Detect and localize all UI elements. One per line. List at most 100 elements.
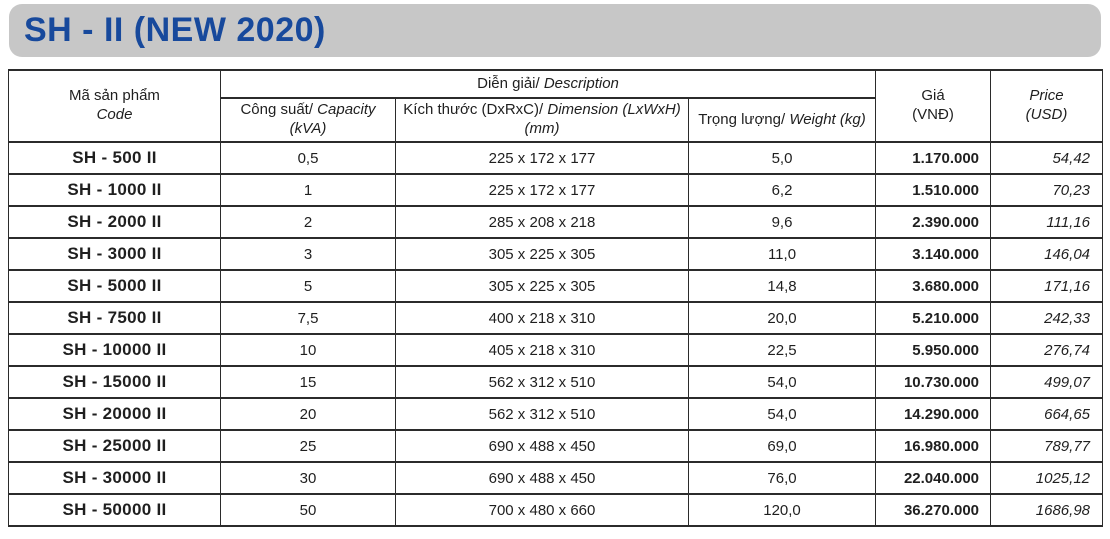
column-header-price-vnd: Giá (VNĐ)	[875, 69, 992, 143]
table-body: SH - 500 II 0,5 225 x 172 x 177 5,0 1.170.00…	[8, 141, 1104, 527]
cell-capacity: 10	[220, 333, 396, 367]
cell-weight: 14,8	[687, 269, 877, 303]
cell-price-vnd: 36.270.000	[875, 493, 992, 527]
column-header-price-usd-label: Price	[1029, 87, 1064, 105]
cell-weight: 22,5	[687, 333, 877, 367]
cell-dimension: 285 x 208 x 218	[395, 205, 689, 239]
column-header-price-usd-unit: (USD)	[1025, 106, 1068, 123]
cell-weight: 69,0	[687, 429, 877, 463]
column-header-capacity-unit: (kVA)	[289, 120, 327, 137]
cell-price-vnd: 5.950.000	[875, 333, 992, 367]
cell-price-usd: 111,16	[990, 205, 1104, 239]
cell-price-vnd: 2.390.000	[875, 205, 992, 239]
table-row: SH - 15000 II 15 562 x 312 x 510 54,0 10.730…	[8, 365, 1104, 399]
table-row: SH - 500 II 0,5 225 x 172 x 177 5,0 1.170.00…	[8, 141, 1104, 175]
column-header-dimension-en: Dimension (LxWxH)	[547, 101, 681, 119]
column-header-code-en: Code	[96, 106, 133, 123]
cell-product-code: SH - 15000 II	[8, 365, 221, 399]
cell-price-usd: 1025,12	[990, 461, 1104, 495]
cell-price-usd: 146,04	[990, 237, 1104, 271]
cell-dimension: 225 x 172 x 177	[395, 141, 689, 175]
cell-product-code: SH - 500 II	[8, 141, 221, 175]
cell-price-vnd: 5.210.000	[875, 301, 992, 335]
column-header-weight: Trọng lượng/ Weight (kg)	[687, 97, 877, 143]
cell-dimension: 700 x 480 x 660	[395, 493, 689, 527]
cell-price-vnd: 3.680.000	[875, 269, 992, 303]
cell-dimension: 400 x 218 x 310	[395, 301, 689, 335]
cell-price-vnd: 10.730.000	[875, 365, 992, 399]
cell-price-usd: 664,65	[990, 397, 1104, 431]
cell-capacity: 1	[220, 173, 396, 207]
cell-dimension: 305 x 225 x 305	[395, 237, 689, 271]
column-header-code-vn: Mã sản phẩm	[69, 87, 160, 105]
cell-price-vnd: 1.170.000	[875, 141, 992, 175]
cell-dimension: 405 x 218 x 310	[395, 333, 689, 367]
cell-product-code: SH - 30000 II	[8, 461, 221, 495]
column-header-dimension-vn: Kích thước (DxRxC)/	[403, 101, 544, 119]
cell-dimension: 225 x 172 x 177	[395, 173, 689, 207]
cell-weight: 20,0	[687, 301, 877, 335]
cell-product-code: SH - 7500 II	[8, 301, 221, 335]
table-row: SH - 5000 II 5 305 x 225 x 305 14,8 3.680.00…	[8, 269, 1104, 303]
cell-weight: 6,2	[687, 173, 877, 207]
cell-capacity: 15	[220, 365, 396, 399]
cell-price-usd: 789,77	[990, 429, 1104, 463]
column-header-capacity-en: Capacity	[317, 101, 376, 119]
cell-capacity: 25	[220, 429, 396, 463]
cell-dimension: 562 x 312 x 510	[395, 397, 689, 431]
column-header-dimension-unit: (mm)	[524, 120, 560, 137]
column-header-price-usd: Price (USD)	[990, 69, 1104, 143]
table-row: SH - 7500 II 7,5 400 x 218 x 310 20,0 5.210.…	[8, 301, 1104, 335]
cell-price-usd: 1686,98	[990, 493, 1104, 527]
column-header-price-vnd-label: Giá	[921, 87, 945, 105]
cell-weight: 54,0	[687, 365, 877, 399]
product-price-table: Mã sản phẩm Code Diễn giải/ Description …	[8, 69, 1104, 527]
cell-weight: 5,0	[687, 141, 877, 175]
column-header-price-vnd-unit: (VNĐ)	[912, 106, 954, 123]
cell-product-code: SH - 3000 II	[8, 237, 221, 271]
table-header: Mã sản phẩm Code Diễn giải/ Description …	[8, 69, 1104, 143]
cell-price-vnd: 3.140.000	[875, 237, 992, 271]
column-header-code: Mã sản phẩm Code	[8, 69, 221, 143]
cell-price-usd: 171,16	[990, 269, 1104, 303]
cell-capacity: 0,5	[220, 141, 396, 175]
table-row: SH - 30000 II 30 690 x 488 x 450 76,0 22.040…	[8, 461, 1104, 495]
cell-price-vnd: 14.290.000	[875, 397, 992, 431]
cell-product-code: SH - 10000 II	[8, 333, 221, 367]
page-title-banner: SH - II (NEW 2020)	[9, 4, 1101, 57]
table-row: SH - 2000 II 2 285 x 208 x 218 9,6 2.390.000…	[8, 205, 1104, 239]
cell-capacity: 50	[220, 493, 396, 527]
cell-product-code: SH - 5000 II	[8, 269, 221, 303]
page-title: SH - II (NEW 2020)	[24, 11, 326, 49]
cell-capacity: 2	[220, 205, 396, 239]
table-row: SH - 1000 II 1 225 x 172 x 177 6,2 1.510.000…	[8, 173, 1104, 207]
cell-weight: 11,0	[687, 237, 877, 271]
column-header-capacity: Công suất/ Capacity (kVA)	[220, 97, 396, 143]
cell-capacity: 30	[220, 461, 396, 495]
cell-dimension: 690 x 488 x 450	[395, 429, 689, 463]
cell-price-usd: 54,42	[990, 141, 1104, 175]
cell-product-code: SH - 1000 II	[8, 173, 221, 207]
cell-weight: 54,0	[687, 397, 877, 431]
table-row: SH - 3000 II 3 305 x 225 x 305 11,0 3.140.00…	[8, 237, 1104, 271]
table-row: SH - 10000 II 10 405 x 218 x 310 22,5 5.950.…	[8, 333, 1104, 367]
cell-price-vnd: 16.980.000	[875, 429, 992, 463]
cell-price-usd: 276,74	[990, 333, 1104, 367]
cell-dimension: 690 x 488 x 450	[395, 461, 689, 495]
cell-dimension: 305 x 225 x 305	[395, 269, 689, 303]
cell-price-usd: 242,33	[990, 301, 1104, 335]
column-header-dimension: Kích thước (DxRxC)/ Dimension (LxWxH) (m…	[395, 97, 689, 143]
column-header-weight-en: Weight (kg)	[789, 110, 866, 128]
column-header-capacity-vn: Công suất/	[240, 101, 313, 119]
cell-capacity: 3	[220, 237, 396, 271]
column-header-weight-vn: Trọng lượng/	[698, 110, 786, 128]
cell-capacity: 5	[220, 269, 396, 303]
table-row: SH - 20000 II 20 562 x 312 x 510 54,0 14.290…	[8, 397, 1104, 431]
cell-capacity: 7,5	[220, 301, 396, 335]
cell-product-code: SH - 50000 II	[8, 493, 221, 527]
cell-price-vnd: 1.510.000	[875, 173, 992, 207]
column-group-description-en: Description	[543, 74, 619, 92]
cell-product-code: SH - 25000 II	[8, 429, 221, 463]
cell-price-usd: 70,23	[990, 173, 1104, 207]
cell-price-usd: 499,07	[990, 365, 1104, 399]
